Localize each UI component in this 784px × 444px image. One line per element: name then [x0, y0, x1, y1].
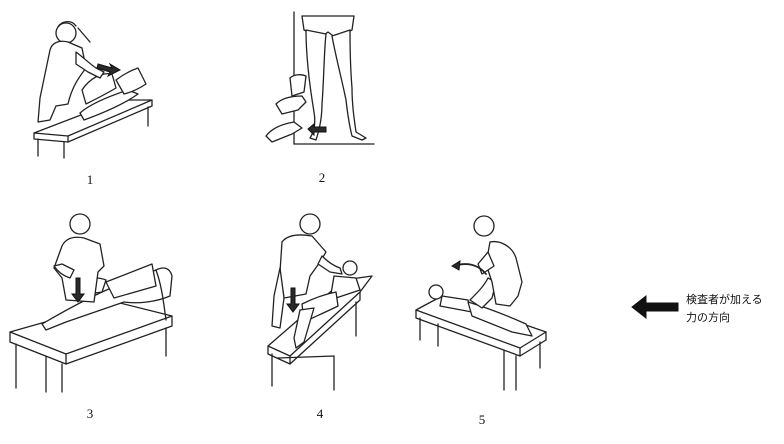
illustration-5: [412, 212, 562, 392]
force-arrow-icon: [286, 287, 300, 313]
legend: 検査者が加える 力の方向: [630, 290, 780, 334]
left-arrow-icon: [631, 294, 679, 320]
force-arrow-icon: [307, 122, 327, 137]
figure-label-1: 1: [86, 172, 94, 187]
figure-label-4: 4: [316, 406, 324, 421]
legend-line-1: 検査者が加える: [686, 293, 763, 306]
illustration-4: [260, 206, 380, 396]
figure-label-3: 3: [86, 406, 94, 421]
curved-arrow-icon: [451, 260, 461, 271]
legend-line-2: 力の方向: [686, 311, 730, 324]
illustration-1: [20, 8, 170, 160]
legend-text: 検査者が加える 力の方向: [686, 291, 763, 327]
illustration-2: [262, 8, 382, 150]
force-arrow-icon: [96, 62, 122, 78]
illustration-3: [6, 206, 176, 396]
force-arrow-icon: [71, 277, 85, 303]
figure-label-5: 5: [478, 412, 486, 427]
figure-label-2: 2: [318, 170, 326, 185]
